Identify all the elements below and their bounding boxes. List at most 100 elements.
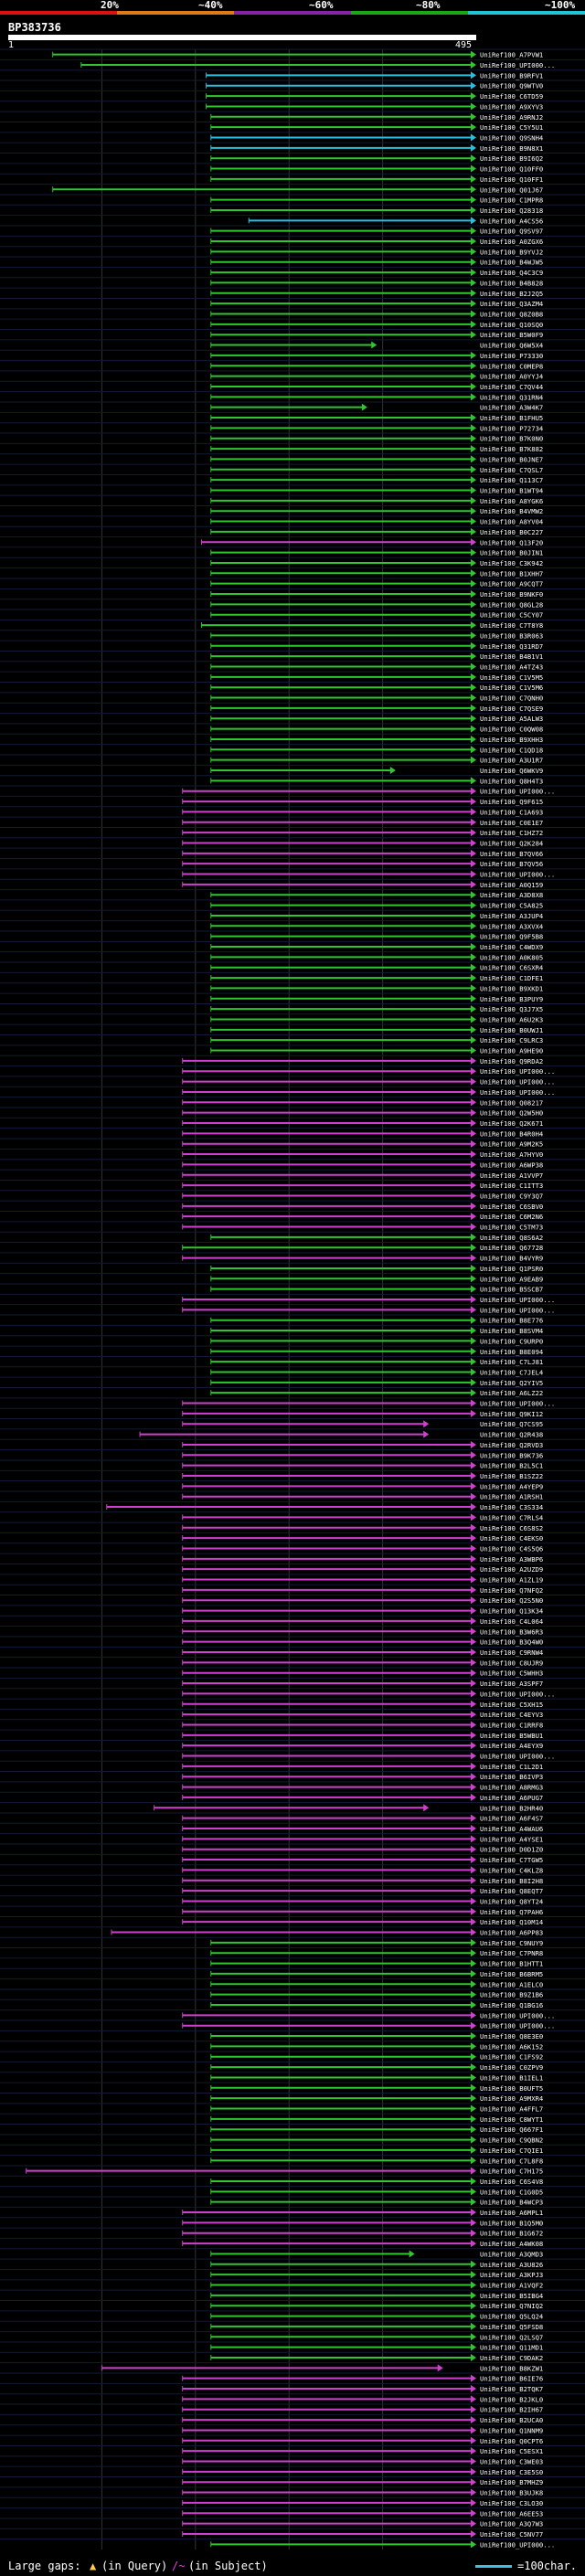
hit-label[interactable]: UniRef100_A9CQT7 (480, 580, 543, 588)
hit-label[interactable]: UniRef100_C1ITT3 (480, 1182, 543, 1190)
hit-label[interactable]: UniRef100_UPI000... (480, 871, 555, 879)
hit-label[interactable]: UniRef100_B7K0N0 (480, 435, 543, 443)
hit-label[interactable]: UniRef100_A9RNJ2 (480, 113, 543, 122)
hit-label[interactable]: UniRef100_Q9RDA2 (480, 1057, 543, 1065)
hit-label[interactable]: UniRef100_B9Z1B6 (480, 1991, 543, 1999)
hit-label[interactable]: UniRef100_A1VQF2 (480, 2282, 543, 2290)
hit-label[interactable]: UniRef100_C3LO30 (480, 2499, 543, 2507)
hit-label[interactable]: UniRef100_C7PNR8 (480, 1949, 543, 1957)
hit-label[interactable]: UniRef100_C3E5S0 (480, 2468, 543, 2476)
hit-label[interactable]: UniRef100_Q113C7 (480, 476, 543, 484)
hit-label[interactable]: UniRef100_C1DFE1 (480, 974, 543, 982)
hit-label[interactable]: UniRef100_B3PUY9 (480, 995, 543, 1003)
hit-label[interactable]: UniRef100_C1G0D5 (480, 2188, 543, 2196)
hit-label[interactable]: UniRef100_B4VYR9 (480, 1255, 543, 1263)
hit-label[interactable]: UniRef100_B2JKL0 (480, 2395, 543, 2403)
hit-label[interactable]: UniRef100_A3WBP6 (480, 1555, 543, 1564)
hit-label[interactable]: UniRef100_Q5LQ24 (480, 2313, 543, 2321)
hit-label[interactable]: UniRef100_A7PVW1 (480, 51, 543, 59)
hit-label[interactable]: UniRef100_B0JNE7 (480, 455, 543, 463)
hit-label[interactable]: UniRef100_B0UWJ1 (480, 1026, 543, 1034)
hit-label[interactable]: UniRef100_C6M2N6 (480, 1213, 543, 1221)
hit-label[interactable]: UniRef100_B7QV66 (480, 850, 543, 858)
hit-label[interactable]: UniRef100_B3W6R3 (480, 1627, 543, 1636)
hit-label[interactable]: UniRef100_P72734 (480, 424, 543, 432)
hit-label[interactable]: UniRef100_A9XYV3 (480, 102, 543, 111)
hit-label[interactable]: UniRef100_B1SZ22 (480, 1472, 543, 1480)
hit-label[interactable]: UniRef100_Q9F5B8 (480, 933, 543, 941)
hit-label[interactable]: UniRef100_B2UCA0 (480, 2416, 543, 2424)
hit-label[interactable]: UniRef100_B7MHZ9 (480, 2478, 543, 2486)
hit-label[interactable]: UniRef100_Q01J67 (480, 186, 543, 194)
hit-label[interactable]: UniRef100_B4VMW2 (480, 507, 543, 515)
hit-label[interactable]: UniRef100_B8KZW1 (480, 2364, 543, 2372)
hit-label[interactable]: UniRef100_Q1BG16 (480, 2001, 543, 2009)
hit-label[interactable]: UniRef100_B4B1V1 (480, 652, 543, 661)
hit-label[interactable]: UniRef100_A1RSH1 (480, 1493, 543, 1501)
hit-label[interactable]: UniRef100_Q7NFQ2 (480, 1586, 543, 1595)
hit-label[interactable]: UniRef100_A3Q7W3 (480, 2520, 543, 2528)
hit-label[interactable]: UniRef100_B8SVM4 (480, 1327, 543, 1335)
hit-label[interactable]: UniRef100_Q10FF0 (480, 165, 543, 174)
hit-label[interactable]: UniRef100_C7QSE9 (480, 705, 543, 713)
hit-label[interactable]: UniRef100_Q1NNM9 (480, 2426, 543, 2434)
hit-label[interactable]: UniRef100_B9XKD1 (480, 984, 543, 992)
hit-label[interactable]: UniRef100_Q13K34 (480, 1607, 543, 1616)
hit-label[interactable]: UniRef100_A8YV04 (480, 518, 543, 526)
hit-label[interactable]: UniRef100_C4L064 (480, 1617, 543, 1626)
hit-label[interactable]: UniRef100_B1G672 (480, 2230, 543, 2238)
hit-label[interactable]: UniRef100_B1Q5M0 (480, 2219, 543, 2227)
hit-label[interactable]: UniRef100_C8UJR9 (480, 1659, 543, 1667)
hit-label[interactable]: UniRef100_C1A693 (480, 808, 543, 816)
hit-label[interactable]: UniRef100_UPI000... (480, 1306, 555, 1314)
hit-label[interactable]: UniRef100_UPI000... (480, 1078, 555, 1087)
hit-label[interactable]: UniRef100_C3S334 (480, 1503, 543, 1511)
hit-label[interactable]: UniRef100_Q8GL28 (480, 600, 543, 609)
hit-label[interactable]: UniRef100_B6BRM5 (480, 1970, 543, 1978)
hit-label[interactable]: UniRef100_Q1PSR0 (480, 1265, 543, 1273)
hit-label[interactable]: UniRef100_C4EKS0 (480, 1534, 543, 1542)
hit-label[interactable]: UniRef100_UPI000... (480, 1690, 555, 1698)
hit-label[interactable]: UniRef100_C9URP0 (480, 1337, 543, 1345)
hit-label[interactable]: UniRef100_C1HZ72 (480, 829, 543, 837)
hit-label[interactable]: UniRef100_Q2YIV5 (480, 1379, 543, 1387)
hit-label[interactable]: UniRef100_A3XVX4 (480, 922, 543, 930)
hit-label[interactable]: UniRef100_A7HYV0 (480, 1150, 543, 1159)
hit-label[interactable]: UniRef100_C7LJ81 (480, 1358, 543, 1366)
hit-label[interactable]: UniRef100_C6SBV0 (480, 1203, 543, 1211)
hit-label[interactable]: UniRef100_C1RRF8 (480, 1721, 543, 1729)
hit-label[interactable]: UniRef100_C1FS92 (480, 2053, 543, 2062)
hit-label[interactable]: UniRef100_D0D1Z0 (480, 1846, 543, 1854)
hit-label[interactable]: UniRef100_A8YGK6 (480, 497, 543, 505)
hit-label[interactable]: UniRef100_B9XHH3 (480, 736, 543, 744)
hit-label[interactable]: UniRef100_C9Y3Q7 (480, 1192, 543, 1200)
hit-label[interactable]: UniRef100_A4EYX9 (480, 1742, 543, 1750)
hit-label[interactable]: UniRef100_B3UJK8 (480, 2489, 543, 2497)
hit-label[interactable]: UniRef100_C1V5M5 (480, 673, 543, 682)
hit-label[interactable]: UniRef100_B8I2H8 (480, 1877, 543, 1885)
hit-label[interactable]: UniRef100_C0E1E7 (480, 819, 543, 827)
hit-label[interactable]: UniRef100_A9MXR4 (480, 2094, 543, 2103)
hit-label[interactable]: UniRef100_B2L5C1 (480, 1462, 543, 1470)
hit-label[interactable]: UniRef100_A3W4K7 (480, 404, 543, 412)
hit-label[interactable]: UniRef100_Q10FF1 (480, 175, 543, 184)
hit-label[interactable]: UniRef100_A3SPF7 (480, 1680, 543, 1688)
hit-label[interactable]: UniRef100_C7JEL4 (480, 1368, 543, 1376)
hit-label[interactable]: UniRef100_Q2K284 (480, 839, 543, 847)
hit-label[interactable]: UniRef100_Q2W5H0 (480, 1109, 543, 1118)
hit-label[interactable]: UniRef100_Q31RN4 (480, 393, 543, 401)
hit-label[interactable]: UniRef100_B3Q4W0 (480, 1638, 543, 1647)
hit-label[interactable]: UniRef100_C4EYV3 (480, 1711, 543, 1719)
hit-label[interactable]: UniRef100_C5Y5U1 (480, 123, 543, 132)
hit-label[interactable]: UniRef100_C9QBN2 (480, 2136, 543, 2145)
hit-label[interactable]: UniRef100_Q7NIQ2 (480, 2302, 543, 2310)
hit-label[interactable]: UniRef100_B4R0H4 (480, 1129, 543, 1138)
hit-label[interactable]: UniRef100_UPI000... (480, 1067, 555, 1076)
hit-label[interactable]: UniRef100_B2TQK7 (480, 2385, 543, 2393)
hit-label[interactable]: UniRef100_Q6WKV9 (480, 767, 543, 775)
hit-label[interactable]: UniRef100_C6S4V8 (480, 2178, 543, 2186)
hit-label[interactable]: UniRef100_Q2K671 (480, 1119, 543, 1128)
hit-label[interactable]: UniRef100_C5ESX1 (480, 2447, 543, 2455)
hit-label[interactable]: UniRef100_A6EE53 (480, 2509, 543, 2518)
hit-label[interactable]: UniRef100_A6WP38 (480, 1161, 543, 1169)
